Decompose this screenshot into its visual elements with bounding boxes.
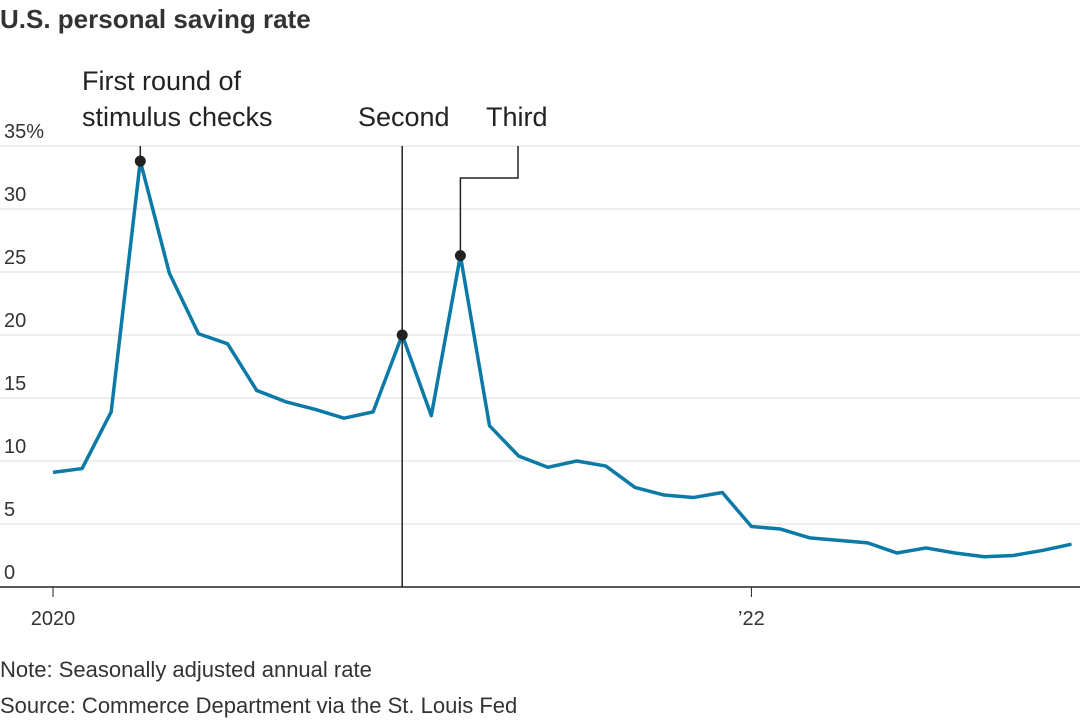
x-tick-label: 2020 — [31, 608, 76, 630]
y-tick-label: 30 — [4, 184, 26, 206]
y-tick-label: 35% — [4, 121, 44, 143]
y-tick-label: 0 — [4, 562, 15, 584]
annotation-point — [454, 250, 466, 262]
annotation-text: First round of — [82, 66, 242, 96]
annotation-point — [396, 329, 408, 341]
annotation-text: Second — [358, 102, 450, 132]
annotation-line — [459, 146, 519, 256]
chart-title: U.S. personal saving rate — [0, 4, 311, 34]
line — [52, 159, 1072, 559]
x-tick-label: ’22 — [738, 608, 765, 630]
annotation-text: stimulus checks — [82, 102, 273, 132]
note: Note: Seasonally adjusted annual rate — [0, 657, 372, 682]
annotation-point — [134, 155, 146, 167]
y-tick-label: 5 — [4, 499, 15, 521]
annotation-text: Third — [486, 102, 548, 132]
y-tick-label: 25 — [4, 247, 26, 269]
y-tick-label: 20 — [4, 310, 26, 332]
source: Source: Commerce Department via the St. … — [0, 693, 517, 718]
y-tick-label: 15 — [4, 373, 26, 395]
y-tick-label: 10 — [4, 436, 26, 458]
